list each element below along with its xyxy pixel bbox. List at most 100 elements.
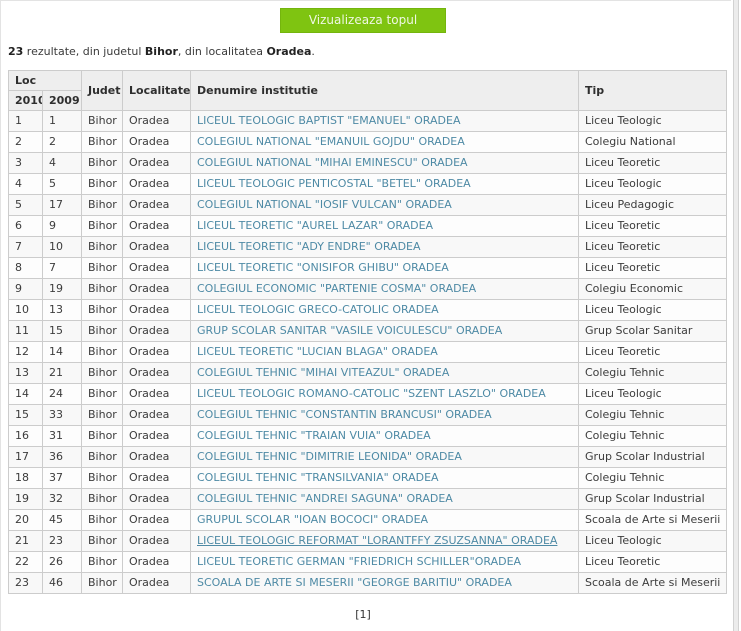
rank-2009-cell: 9 (42, 215, 82, 237)
institution-link[interactable]: LICEUL TEOLOGIC PENTICOSTAL "BETEL" ORAD… (197, 177, 471, 190)
right-column-divider (733, 0, 739, 631)
institution-link[interactable]: COLEGIUL TEHNIC "DIMITRIE LEONIDA" ORADE… (197, 450, 462, 463)
rank-2010-cell: 10 (8, 299, 43, 321)
table-row: 20 45 Bihor Oradea GRUPUL SCOLAR "IOAN BOCOC… (8, 509, 727, 531)
summary-text-1: rezultate, din judetul (23, 45, 145, 58)
judet-cell: Bihor (81, 488, 123, 510)
denumire-cell: LICEUL TEOLOGIC BAPTIST "EMANUEL" ORADEA (190, 110, 579, 132)
institution-link[interactable]: SCOALA DE ARTE SI MESERII "GEORGE BARITI… (197, 576, 512, 589)
institution-link[interactable]: GRUP SCOLAR SANITAR "VASILE VOICULESCU" … (197, 324, 503, 337)
localitate-cell: Oradea (122, 425, 191, 447)
institutions-table: Loc Judet Localitate Denumire institutie… (8, 70, 727, 594)
rank-2009-cell: 13 (42, 299, 82, 321)
table-row: 18 37 Bihor Oradea COLEGIUL TEHNIC "TRANSILV… (8, 467, 727, 489)
institution-link[interactable]: COLEGIUL TEHNIC "TRANSILVANIA" ORADEA (197, 471, 439, 484)
table-row: 10 13 Bihor Oradea LICEUL TEOLOGIC GRECO-CAT… (8, 299, 727, 321)
institution-link[interactable]: COLEGIUL TEHNIC "CONSTANTIN BRANCUSI" OR… (197, 408, 492, 421)
table-row: 14 24 Bihor Oradea LICEUL TEOLOGIC ROMANO-CA… (8, 383, 727, 405)
institution-link[interactable]: LICEUL TEOLOGIC BAPTIST "EMANUEL" ORADEA (197, 114, 461, 127)
denumire-cell: COLEGIUL TEHNIC "TRAIAN VUIA" ORADEA (190, 425, 579, 447)
rank-2010-cell: 23 (8, 572, 43, 594)
localitate-cell: Oradea (122, 152, 191, 174)
rank-2009-cell: 46 (42, 572, 82, 594)
tip-cell: Scoala de Arte si Meserii (578, 572, 727, 594)
denumire-cell: COLEGIUL NATIONAL "MIHAI EMINESCU" ORADE… (190, 152, 579, 174)
tip-cell: Liceu Teoretic (578, 341, 727, 363)
institution-link[interactable]: LICEUL TEORETIC "ONISIFOR GHIBU" ORADEA (197, 261, 449, 274)
tip-cell: Grup Scolar Sanitar (578, 320, 727, 342)
rank-2009-cell: 5 (42, 173, 82, 195)
rank-2010-cell: 22 (8, 551, 43, 573)
page-left-border (0, 0, 1, 631)
tip-cell: Liceu Teologic (578, 383, 727, 405)
header-localitate: Localitate (122, 70, 191, 111)
judet-cell: Bihor (81, 257, 123, 279)
rank-2009-cell: 37 (42, 467, 82, 489)
localitate-cell: Oradea (122, 341, 191, 363)
institution-link[interactable]: COLEGIUL TEHNIC "MIHAI VITEAZUL" ORADEA (197, 366, 450, 379)
denumire-cell: LICEUL TEOLOGIC PENTICOSTAL "BETEL" ORAD… (190, 173, 579, 195)
tip-cell: Liceu Pedagogic (578, 194, 727, 216)
institution-link[interactable]: GRUPUL SCOLAR "IOAN BOCOCI" ORADEA (197, 513, 429, 526)
localitate-cell: Oradea (122, 278, 191, 300)
denumire-cell: LICEUL TEORETIC GERMAN "FRIEDRICH SCHILL… (190, 551, 579, 573)
localitate-cell: Oradea (122, 488, 191, 510)
denumire-cell: GRUP SCOLAR SANITAR "VASILE VOICULESCU" … (190, 320, 579, 342)
rank-2009-cell: 23 (42, 530, 82, 552)
rank-2010-cell: 2 (8, 131, 43, 153)
localitate-cell: Oradea (122, 551, 191, 573)
institution-link[interactable]: COLEGIUL NATIONAL "IOSIF VULCAN" ORADEA (197, 198, 452, 211)
localitate-cell: Oradea (122, 446, 191, 468)
institution-link[interactable]: LICEUL TEORETIC "ADY ENDRE" ORADEA (197, 240, 421, 253)
institution-link[interactable]: LICEUL TEORETIC "AUREL LAZAR" ORADEA (197, 219, 434, 232)
localitate-cell: Oradea (122, 110, 191, 132)
pagination-page-1[interactable]: [1] (355, 608, 371, 621)
institution-link[interactable]: LICEUL TEOLOGIC REFORMAT "LORANTFFY ZSUZ… (197, 534, 558, 547)
tip-cell: Colegiu Economic (578, 278, 727, 300)
vizualizeaza-topul-button[interactable]: Vizualizeaza topul (279, 8, 447, 33)
localitate-cell: Oradea (122, 467, 191, 489)
results-summary: 23 rezultate, din judetul Bihor, din loc… (8, 45, 730, 58)
tip-cell: Liceu Teologic (578, 110, 727, 132)
localitate-cell: Oradea (122, 320, 191, 342)
rank-2009-cell: 45 (42, 509, 82, 531)
table-row: 12 14 Bihor Oradea LICEUL TEORETIC "LUCIAN B… (8, 341, 727, 363)
table-row: 19 32 Bihor Oradea COLEGIUL TEHNIC "ANDREI S… (8, 488, 727, 510)
denumire-cell: LICEUL TEORETIC "AUREL LAZAR" ORADEA (190, 215, 579, 237)
table-header: Loc Judet Localitate Denumire institutie… (8, 70, 727, 111)
institution-link[interactable]: COLEGIUL NATIONAL "EMANUIL GOJDU" ORADEA (197, 135, 465, 148)
tip-cell: Colegiu Tehnic (578, 362, 727, 384)
judet-cell: Bihor (81, 383, 123, 405)
summary-text-3: . (311, 45, 315, 58)
denumire-cell: COLEGIUL TEHNIC "MIHAI VITEAZUL" ORADEA (190, 362, 579, 384)
localitate-cell: Oradea (122, 530, 191, 552)
judet-cell: Bihor (81, 551, 123, 573)
institution-link[interactable]: COLEGIUL TEHNIC "TRAIAN VUIA" ORADEA (197, 429, 431, 442)
rank-2010-cell: 12 (8, 341, 43, 363)
institution-link[interactable]: COLEGIUL NATIONAL "MIHAI EMINESCU" ORADE… (197, 156, 468, 169)
tip-cell: Colegiu Tehnic (578, 467, 727, 489)
institution-link[interactable]: COLEGIUL ECONOMIC "PARTENIE COSMA" ORADE… (197, 282, 477, 295)
table-body: 1 1 Bihor Oradea LICEUL TEOLOGIC BAPTIST "EM… (8, 110, 727, 594)
institution-link[interactable]: LICEUL TEOLOGIC ROMANO-CATOLIC "SZENT LA… (197, 387, 546, 400)
denumire-cell: SCOALA DE ARTE SI MESERII "GEORGE BARITI… (190, 572, 579, 594)
rank-2010-cell: 16 (8, 425, 43, 447)
table-row: 22 26 Bihor Oradea LICEUL TEORETIC GERMAN "F… (8, 551, 727, 573)
denumire-cell: COLEGIUL NATIONAL "EMANUIL GOJDU" ORADEA (190, 131, 579, 153)
judet-cell: Bihor (81, 446, 123, 468)
rank-2009-cell: 24 (42, 383, 82, 405)
institution-link[interactable]: LICEUL TEORETIC GERMAN "FRIEDRICH SCHILL… (197, 555, 522, 568)
rank-2010-cell: 11 (8, 320, 43, 342)
table-row: 3 4 Bihor Oradea COLEGIUL NATIONAL "MIHAI EM… (8, 152, 727, 174)
table-row: 7 10 Bihor Oradea LICEUL TEORETIC "ADY ENDRE… (8, 236, 727, 258)
rank-2009-cell: 36 (42, 446, 82, 468)
rank-2010-cell: 1 (8, 110, 43, 132)
rank-2009-cell: 4 (42, 152, 82, 174)
rank-2010-cell: 3 (8, 152, 43, 174)
institution-link[interactable]: COLEGIUL TEHNIC "ANDREI SAGUNA" ORADEA (197, 492, 453, 505)
judet-cell: Bihor (81, 341, 123, 363)
institution-link[interactable]: LICEUL TEOLOGIC GRECO-CATOLIC ORADEA (197, 303, 439, 316)
judet-cell: Bihor (81, 320, 123, 342)
rank-2010-cell: 7 (8, 236, 43, 258)
institution-link[interactable]: LICEUL TEORETIC "LUCIAN BLAGA" ORADEA (197, 345, 438, 358)
